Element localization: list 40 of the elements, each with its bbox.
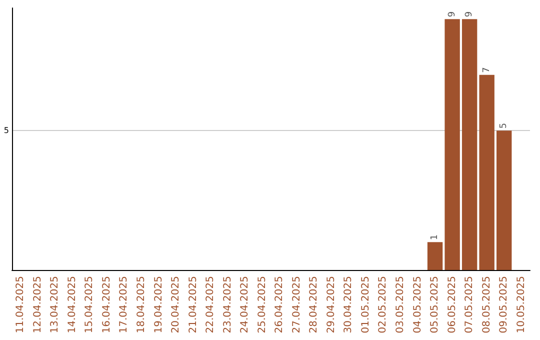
bar (444, 19, 460, 270)
x-tick-label: 11.04.2025 (15, 276, 26, 334)
x-tick-label: 16.04.2025 (101, 276, 112, 334)
x-tick-label: 05.05.2025 (430, 276, 441, 334)
bar (462, 19, 478, 270)
x-tick-label: 26.04.2025 (274, 276, 286, 334)
x-tick-label: 07.05.2025 (464, 276, 476, 334)
x-tick-label: 14.04.2025 (66, 276, 78, 334)
x-tick-label: 17.04.2025 (118, 276, 130, 334)
data-label: 7 (482, 67, 492, 73)
data-label: 9 (464, 11, 475, 18)
x-tick-label: 27.04.2025 (291, 276, 302, 334)
bar (479, 74, 494, 270)
x-tick-label: 21.04.2025 (188, 276, 199, 334)
x-tick-label: 06.05.2025 (446, 276, 458, 334)
x-tick-label: 30.04.2025 (343, 276, 354, 334)
data-label: 5 (499, 122, 510, 129)
x-tick-label: 01.05.2025 (360, 276, 372, 334)
x-tick-label: 10.05.2025 (516, 276, 527, 334)
x-tick-label: 13.04.2025 (50, 276, 61, 334)
x-tick-label: 08.05.2025 (481, 276, 492, 334)
x-tick-label: 15.04.2025 (84, 276, 96, 334)
bar (427, 242, 443, 270)
x-tick-label: 24.04.2025 (240, 276, 251, 334)
x-tick-label: 02.05.2025 (378, 276, 389, 334)
x-tick-label: 04.05.2025 (412, 276, 424, 334)
x-tick-label: 22.04.2025 (205, 276, 216, 334)
data-label: 9 (447, 11, 458, 18)
x-tick-label: 25.04.2025 (256, 276, 268, 334)
x-tick-label: 09.05.2025 (498, 276, 510, 334)
data-label: 1 (430, 234, 440, 240)
x-tick-label: 20.04.2025 (170, 276, 182, 334)
x-tick-label: 18.04.2025 (136, 276, 147, 334)
x-tick-label: 03.05.2025 (395, 276, 406, 334)
x-tick-label: 23.04.2025 (222, 276, 234, 334)
x-tick-label: 29.04.2025 (326, 276, 337, 334)
bar (496, 130, 512, 270)
x-tick-label: 12.04.2025 (32, 276, 44, 334)
x-tick-label: 28.04.2025 (308, 276, 320, 334)
x-tick-label: 19.04.2025 (153, 276, 164, 334)
